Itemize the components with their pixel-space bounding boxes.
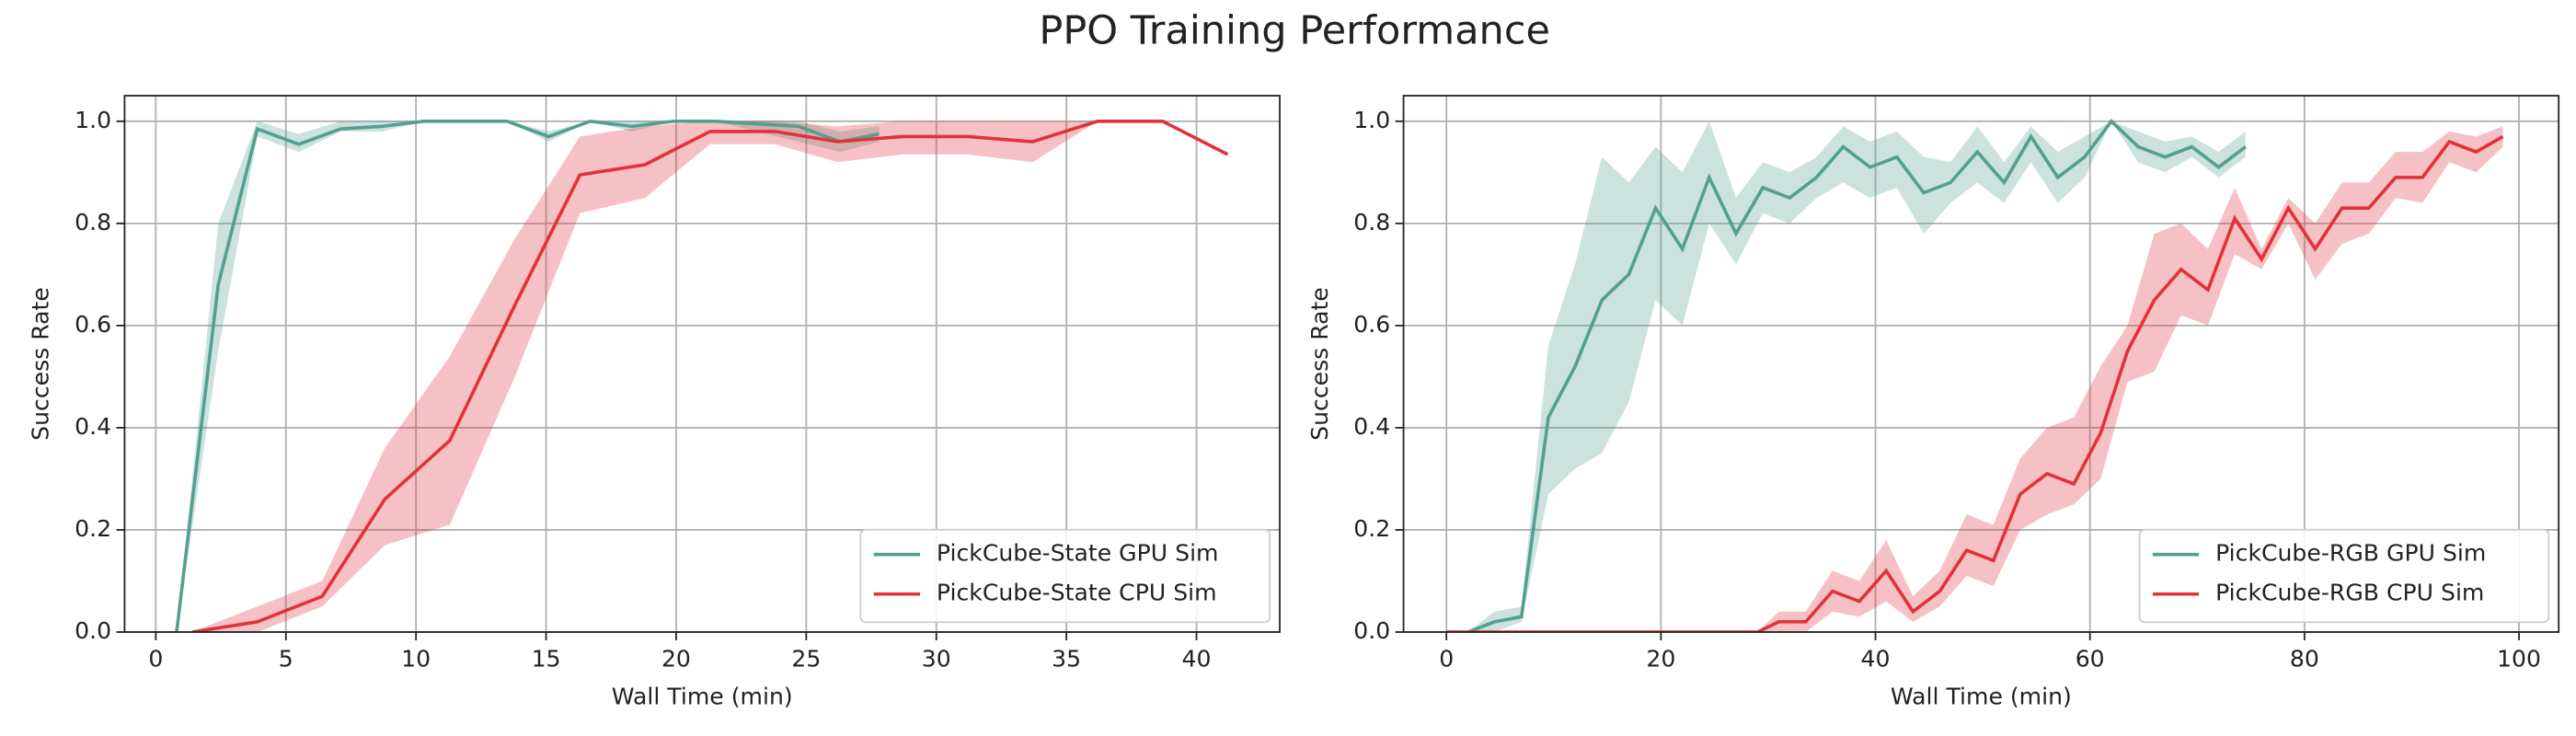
y-tick-label: 0.8 (75, 209, 111, 236)
series-line (191, 120, 1229, 632)
confidence-band (1446, 126, 2503, 632)
y-tick-label: 0.2 (1353, 515, 1390, 542)
x-tick-label: 100 (2497, 645, 2541, 672)
series-line (1466, 119, 2247, 632)
series-line (175, 119, 880, 632)
legend-label: PickCube-State CPU Sim (937, 580, 1217, 606)
x-axis-label: Wall Time (min) (1891, 684, 2072, 710)
x-tick-label: 60 (2076, 645, 2105, 672)
plot-area (175, 119, 1229, 632)
x-tick-label: 40 (1182, 645, 1212, 672)
y-axis-label: Success Rate (28, 287, 54, 441)
x-tick-label: 40 (1861, 645, 1891, 672)
y-tick-label: 0.6 (1353, 311, 1390, 338)
y-axis-label: Success Rate (1306, 287, 1333, 441)
y-tick-label: 0.0 (75, 617, 111, 644)
legend-label: PickCube-RGB CPU Sim (2215, 580, 2484, 606)
y-tick-label: 0.0 (1353, 617, 1390, 644)
x-tick-label: 15 (532, 645, 561, 672)
legend-label: PickCube-State GPU Sim (937, 540, 1219, 567)
y-tick-label: 0.2 (75, 515, 111, 542)
series-line (1446, 134, 2504, 632)
x-tick-label: 35 (1052, 645, 1081, 672)
y-tick-label: 1.0 (1353, 107, 1390, 133)
axes-frame (123, 95, 1281, 633)
x-tick-label: 10 (401, 645, 431, 672)
x-axis-label: Wall Time (min) (612, 684, 793, 710)
plot-area (1446, 119, 2504, 632)
y-tick-label: 0.4 (75, 413, 111, 440)
axes-frame (1402, 95, 2560, 633)
x-tick-label: 30 (922, 645, 951, 672)
x-tick-label: 80 (2290, 645, 2319, 672)
y-tick-label: 0.4 (1353, 413, 1390, 440)
y-tick-label: 0.6 (75, 311, 111, 338)
x-tick-label: 20 (661, 645, 691, 672)
x-tick-label: 0 (148, 645, 163, 672)
x-tick-label: 0 (1439, 645, 1454, 672)
x-tick-label: 5 (279, 645, 293, 672)
y-tick-label: 0.8 (1353, 209, 1390, 236)
confidence-band (191, 121, 1228, 632)
legend-label: PickCube-RGB GPU Sim (2215, 540, 2486, 567)
y-tick-label: 1.0 (75, 107, 111, 133)
x-tick-label: 25 (791, 645, 821, 672)
legend-box (859, 528, 1271, 624)
figure-title: PPO Training Performance (1039, 7, 1550, 53)
confidence-band (1467, 121, 2246, 632)
legend-box (2138, 528, 2550, 624)
x-tick-label: 20 (1646, 645, 1675, 672)
